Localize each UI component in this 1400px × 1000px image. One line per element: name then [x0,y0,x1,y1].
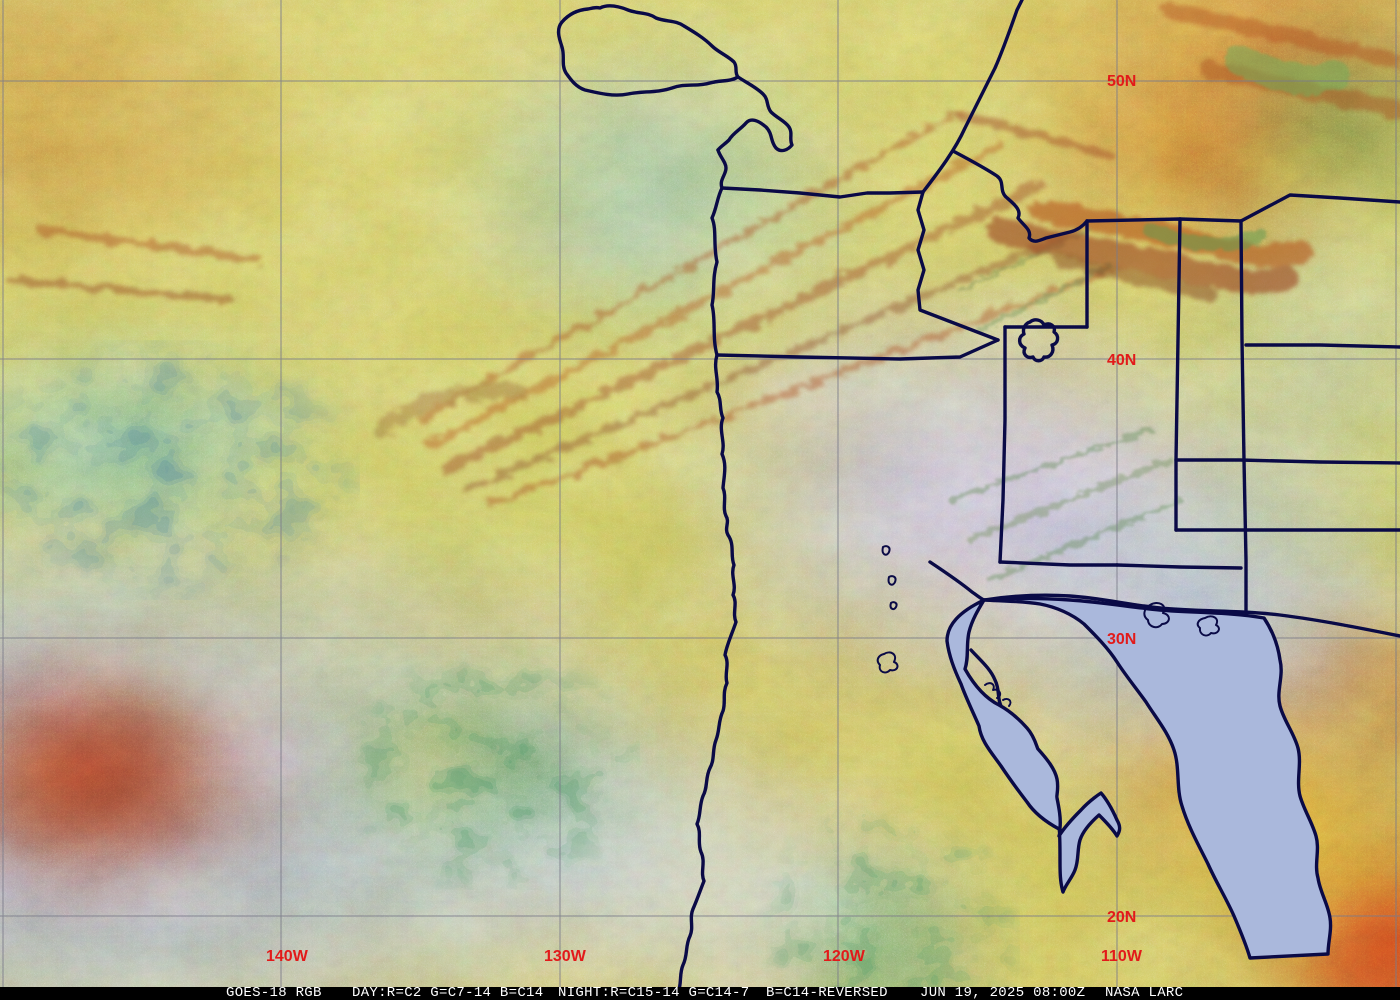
svg-text:140W: 140W [266,948,309,965]
svg-text:30N: 30N [1107,631,1136,648]
svg-text:20N: 20N [1107,909,1136,926]
svg-text:50N: 50N [1107,73,1136,90]
svg-text:110W: 110W [1101,948,1143,965]
svg-text:130W: 130W [544,948,587,965]
svg-text:120W: 120W [823,948,866,965]
svg-text:40N: 40N [1107,352,1136,369]
